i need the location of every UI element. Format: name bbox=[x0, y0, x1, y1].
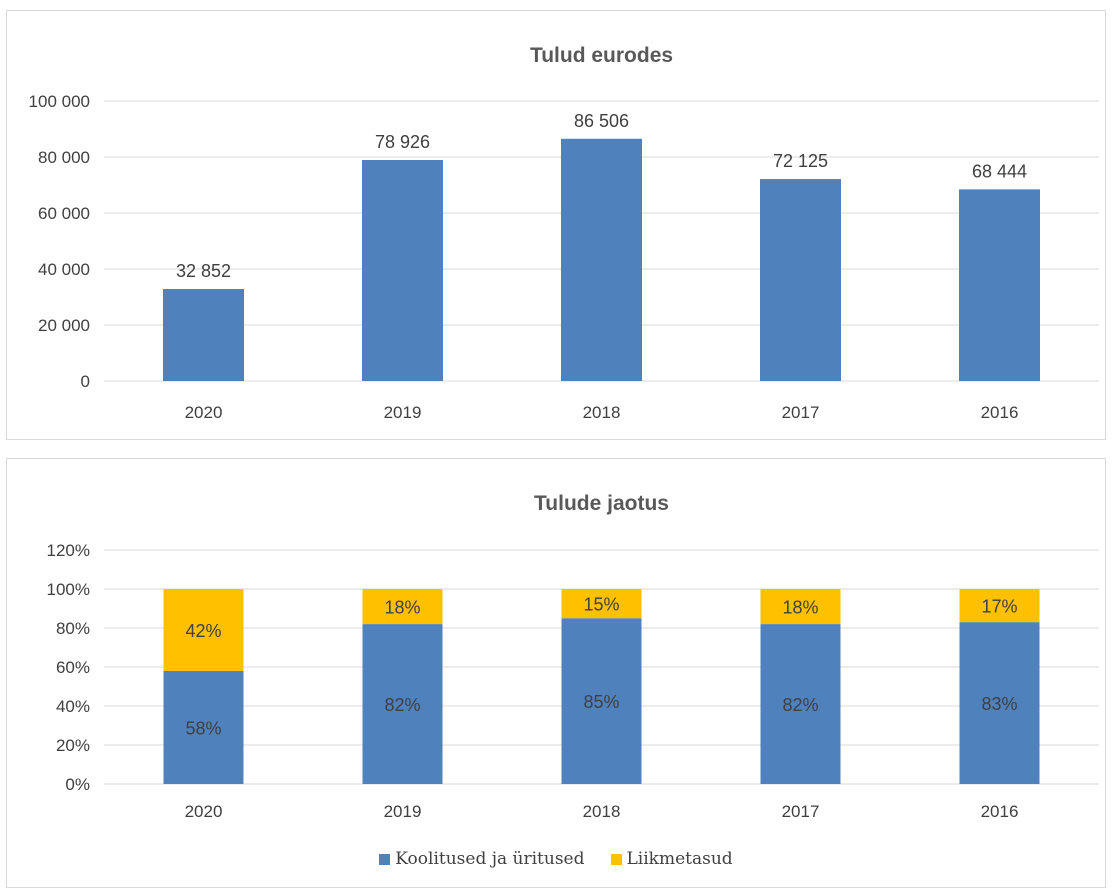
bar-segment-liikmetasud bbox=[959, 589, 1040, 623]
x-tick-label: 2019 bbox=[384, 403, 422, 422]
bar-segment-liikmetasud bbox=[760, 589, 841, 625]
data-label: 32 852 bbox=[176, 261, 231, 281]
y-tick-label: 80% bbox=[56, 619, 90, 638]
bar-segment-liikmetasud bbox=[163, 589, 244, 671]
y-tick-label: 40 000 bbox=[38, 260, 90, 279]
x-tick-label: 2016 bbox=[981, 802, 1019, 821]
y-tick-label: 100 000 bbox=[29, 92, 90, 111]
y-tick-label: 100% bbox=[47, 580, 90, 599]
data-label: 58% bbox=[185, 718, 221, 738]
x-tick-label: 2018 bbox=[583, 802, 621, 821]
legend-item-liikmetasud: Liikmetasud bbox=[610, 849, 733, 869]
legend-swatch-liikmetasud bbox=[610, 853, 622, 865]
legend-item-koolitused: Koolitused ja üritused bbox=[379, 849, 585, 869]
x-tick-label: 2019 bbox=[384, 802, 422, 821]
y-tick-label: 0% bbox=[65, 775, 90, 794]
x-tick-label: 2020 bbox=[185, 802, 223, 821]
bar bbox=[362, 160, 443, 381]
bar bbox=[163, 289, 244, 381]
data-label: 78 926 bbox=[375, 132, 430, 152]
bar-segment-koolitused bbox=[163, 670, 244, 784]
data-label: 82% bbox=[384, 695, 420, 715]
y-tick-label: 20 000 bbox=[38, 316, 90, 335]
revenue-split-chart-panel: Tulude jaotus 0% 20% 40% 60% 80% 100% 120% 58% 42… bbox=[6, 458, 1106, 888]
bar bbox=[959, 189, 1040, 381]
x-tick-label: 2016 bbox=[981, 403, 1019, 422]
y-tick-label: 60% bbox=[56, 658, 90, 677]
chart-title: Tulude jaotus bbox=[534, 492, 669, 515]
bar-segment-liikmetasud bbox=[561, 589, 642, 619]
revenue-chart: Tulud eurodes 0 20 000 40 000 60 000 80 000 10… bbox=[29, 44, 1099, 422]
legend-label-liikmetasud: Liikmetasud bbox=[626, 849, 733, 869]
y-tick-label: 40% bbox=[56, 697, 90, 716]
bar-segment-koolitused bbox=[959, 622, 1040, 784]
data-label: 68 444 bbox=[972, 161, 1027, 181]
bar-segment-koolitused bbox=[362, 624, 443, 784]
x-tick-label: 2017 bbox=[782, 802, 820, 821]
data-label: 18% bbox=[782, 598, 818, 618]
legend: Koolitused ja üritused Liikmetasud bbox=[7, 849, 1105, 869]
x-tick-label: 2018 bbox=[583, 403, 621, 422]
data-label: 72 125 bbox=[773, 151, 828, 171]
bar bbox=[760, 179, 841, 381]
data-label: 86 506 bbox=[574, 111, 629, 131]
data-label: 15% bbox=[583, 595, 619, 615]
data-label: 42% bbox=[185, 621, 221, 641]
bar bbox=[561, 138, 642, 381]
data-label: 83% bbox=[981, 694, 1017, 714]
legend-swatch-koolitused bbox=[379, 853, 391, 865]
data-label: 17% bbox=[981, 597, 1017, 617]
revenue-split-chart: Tulude jaotus 0% 20% 40% 60% 80% 100% 120% 58% 42… bbox=[47, 492, 1099, 821]
y-tick-label: 80 000 bbox=[38, 148, 90, 167]
bar-segment-koolitused bbox=[561, 618, 642, 784]
data-label: 85% bbox=[583, 692, 619, 712]
bar-segment-liikmetasud bbox=[362, 589, 443, 625]
y-tick-label: 20% bbox=[56, 736, 90, 755]
data-label: 18% bbox=[384, 598, 420, 618]
data-label: 82% bbox=[782, 695, 818, 715]
y-tick-label: 0 bbox=[81, 372, 90, 391]
x-tick-label: 2017 bbox=[782, 403, 820, 422]
y-tick-label: 60 000 bbox=[38, 204, 90, 223]
y-tick-label: 120% bbox=[47, 541, 90, 560]
legend-label-koolitused: Koolitused ja üritused bbox=[395, 849, 585, 869]
bar-segment-koolitused bbox=[760, 624, 841, 784]
x-tick-label: 2020 bbox=[185, 403, 223, 422]
revenue-chart-panel: Tulud eurodes 0 20 000 40 000 60 000 80 000 10… bbox=[6, 10, 1106, 440]
chart-title: Tulud eurodes bbox=[530, 44, 673, 67]
